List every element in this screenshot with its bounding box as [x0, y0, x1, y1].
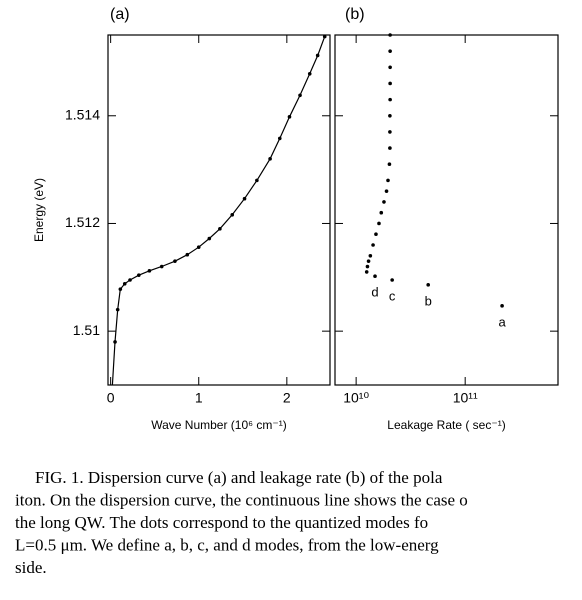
dot — [377, 221, 381, 226]
dot — [365, 264, 370, 269]
dot — [388, 146, 392, 150]
dot — [307, 71, 312, 76]
dot — [147, 269, 152, 273]
dot — [388, 65, 392, 70]
x-tick-label: 0 — [107, 390, 115, 406]
dot — [388, 49, 392, 53]
y-tick-label: 1.512 — [65, 214, 100, 230]
dot — [218, 227, 222, 231]
x-axis-label: Wave Number (10⁶ cm⁻¹) — [151, 418, 287, 432]
dot — [277, 136, 282, 141]
dot — [426, 283, 430, 287]
dot — [196, 245, 201, 249]
panel-b-frame — [334, 34, 559, 386]
dot — [113, 340, 117, 344]
panel-title: (a) — [110, 6, 130, 23]
dot — [298, 93, 302, 98]
dot — [388, 113, 392, 118]
caption-line: the long QW. The dots correspond to the … — [15, 513, 428, 532]
dot — [128, 278, 132, 282]
dot — [364, 270, 369, 274]
y-tick-label: 1.51 — [73, 322, 100, 338]
caption-line: FIG. 1. Dispersion curve (a) and leakage… — [35, 468, 443, 487]
dot — [388, 97, 392, 102]
dot — [242, 196, 247, 201]
dot — [500, 304, 504, 308]
y-tick-label: 1.514 — [65, 106, 100, 122]
dot — [268, 157, 272, 161]
dot — [137, 273, 141, 277]
dot — [388, 81, 392, 86]
dot — [379, 210, 384, 215]
dot — [322, 34, 327, 39]
dot — [118, 287, 123, 291]
dot — [122, 281, 127, 286]
dot — [382, 200, 386, 204]
dot — [388, 33, 392, 37]
x-tick-label: 1 — [195, 390, 203, 406]
mode-label: c — [389, 288, 396, 303]
mode-label: b — [425, 293, 432, 308]
curve — [111, 36, 326, 386]
x-axis-label: Leakage Rate ( sec⁻¹) — [387, 418, 505, 432]
dot — [388, 130, 392, 134]
dot — [368, 253, 373, 258]
dot — [387, 162, 392, 167]
panel-a-frame — [107, 34, 331, 386]
caption-line: iton. On the dispersion curve, the conti… — [15, 491, 468, 510]
dot — [374, 232, 378, 237]
x-tick-label: 2 — [283, 390, 291, 406]
dot — [366, 259, 371, 263]
dot — [185, 252, 190, 257]
dot — [159, 264, 164, 269]
dot — [115, 307, 120, 312]
x-tick-label: 10¹⁰ — [343, 390, 369, 406]
dot — [255, 178, 259, 183]
dot — [384, 189, 389, 193]
dot — [386, 178, 390, 183]
caption-line: L=0.5 μm. We define a, b, c, and d modes… — [15, 536, 439, 555]
dot — [371, 243, 375, 247]
dot — [287, 115, 292, 119]
caption-line: side. — [15, 558, 47, 577]
x-tick-label: 10¹¹ — [453, 390, 478, 406]
panel-title: (b) — [345, 6, 365, 23]
dot — [207, 236, 212, 241]
y-axis-label: Energy (eV) — [32, 178, 46, 242]
dot — [230, 213, 235, 217]
dot — [173, 259, 177, 263]
mode-label: a — [498, 314, 506, 329]
mode-label: d — [371, 285, 378, 300]
dot — [390, 278, 394, 282]
dot — [315, 53, 320, 58]
dot — [373, 274, 377, 279]
